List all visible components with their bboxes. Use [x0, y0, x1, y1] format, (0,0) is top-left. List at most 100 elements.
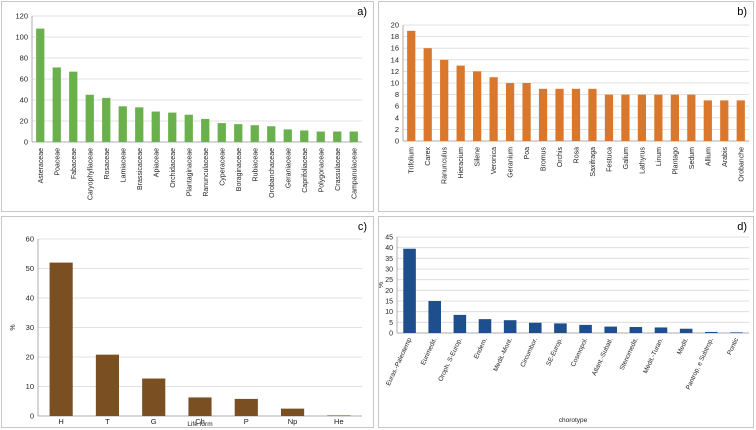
bar-campanulaceae — [349, 131, 358, 142]
x-tick-label: Orobanchaceae — [269, 148, 276, 198]
bar-g — [142, 378, 166, 416]
y-tick-label: 12 — [391, 67, 399, 76]
x-axis-title: Life form — [187, 421, 212, 428]
chart-c-svg: 0 10 20 30 40 50 60 H T G Ch P Np He Life form% — [10, 235, 362, 428]
x-tick-label: Eurimedit. — [420, 337, 439, 367]
y-tick-label: 4 — [395, 113, 399, 122]
bar-festuca — [604, 94, 614, 141]
bar-caryophyllaceae — [85, 94, 94, 142]
y-tick-label: 14 — [391, 55, 399, 64]
x-tick-label: Linum — [656, 147, 663, 166]
y-axis-title: % — [10, 324, 17, 330]
x-tick-label: Atlant.-Subatl. — [591, 337, 615, 377]
bar-se-europ- — [554, 323, 567, 333]
x-tick-label: Pontic — [726, 336, 740, 356]
bar-np — [281, 408, 305, 416]
y-tick-label: 20 — [20, 117, 28, 126]
y-tick-label: 10 — [391, 79, 399, 88]
y-tick-label: 80 — [20, 54, 28, 63]
chart-panel-b: 0 2 4 6 8 10 12 14 16 18 20 Trifolium Carex Ranunculu… — [378, 1, 754, 212]
x-tick-label: Lamiaceae — [120, 148, 127, 182]
y-tick-label: 40 — [26, 294, 34, 303]
bar-orchidaceae — [168, 112, 177, 142]
x-tick-label: Bromus — [541, 147, 548, 172]
x-tick-label: Arabis — [722, 147, 729, 167]
bar-saxifraga — [588, 88, 597, 141]
x-tick-label: Apiaceae — [153, 148, 160, 177]
bar-pantrop-e-subtrop- — [705, 331, 718, 333]
y-tick-label: 20 — [26, 353, 34, 362]
bar-endem- — [478, 319, 492, 333]
x-tick-label: Trifolium — [409, 147, 416, 174]
x-tick-label: He — [334, 417, 344, 426]
x-tick-label: Carex — [425, 147, 432, 166]
x-tick-label: Polygonaceae — [318, 148, 325, 192]
bar-rosa — [571, 88, 581, 141]
bar-galium — [621, 94, 630, 141]
y-tick-label: 16 — [391, 44, 399, 53]
x-tick-label: Asteraceae — [38, 148, 45, 184]
x-tick-label: Ranunculus — [442, 147, 449, 184]
x-tick-label: Stenomedit. — [619, 337, 640, 372]
x-tick-label: Ranunculaceae — [203, 148, 210, 197]
y-tick-label: 120 — [15, 12, 28, 21]
y-tick-label: 2 — [395, 125, 399, 134]
bar-he — [327, 415, 351, 416]
bar-veronica — [489, 77, 498, 141]
bar-oroph-s-europ- — [453, 314, 467, 333]
x-tick-label: Galium — [623, 147, 630, 169]
bar-ch — [188, 397, 212, 416]
x-tick-label: Caprifoliaceae — [302, 148, 309, 193]
y-tick-label: 100 — [15, 33, 28, 42]
x-tick-label: Plantaginaceae — [186, 148, 193, 196]
x-tick-label: P — [244, 417, 249, 426]
bar-p — [234, 398, 258, 416]
x-tick-label: Orchidaceae — [170, 148, 177, 188]
y-tick-label: 20 — [391, 21, 399, 30]
bar-apiaceae — [151, 111, 160, 142]
x-tick-label: Orobanche — [738, 147, 745, 182]
bar-hieracium — [456, 65, 465, 141]
x-tick-label: Cosmopol. — [570, 337, 590, 368]
bar-cosmopol- — [579, 324, 592, 333]
y-tick-label: 10 — [26, 382, 34, 391]
x-tick-label: Caryophyllaceae — [87, 148, 94, 200]
y-tick-label: 8 — [395, 90, 399, 99]
panel-label-d: d) — [737, 221, 747, 233]
x-tick-label: Silene — [475, 147, 482, 167]
bar-brassicaceae — [135, 107, 144, 142]
bar-poa — [522, 83, 531, 141]
bar-atlant-subatl- — [604, 326, 617, 333]
y-tick-label: 50 — [26, 264, 34, 273]
y-tick-label: 0 — [30, 412, 34, 421]
bar-orobanchaceae — [267, 126, 276, 142]
y-tick-label: 25 — [385, 277, 393, 284]
x-tick-label: Poaceae — [54, 148, 61, 176]
y-tick-label: 10 — [385, 309, 393, 316]
y-tick-label: 60 — [26, 235, 34, 244]
x-tick-label: Fabaceae — [71, 148, 78, 179]
bar-lathyrus — [637, 94, 647, 141]
bar-cyperaceae — [217, 123, 226, 142]
bar-caprifoliaceae — [300, 130, 309, 142]
bar-ranunculaceae — [201, 118, 210, 142]
y-axis-title: % — [379, 282, 385, 288]
y-tick-label: 35 — [385, 256, 393, 263]
bar-boraginaceae — [234, 124, 243, 142]
panel-label-a: a) — [357, 6, 367, 18]
x-tick-label: Pantrop. e Subtrop. — [685, 337, 715, 391]
x-tick-label: Crassulaceae — [335, 148, 342, 191]
bar-polygonaceae — [316, 131, 325, 142]
bar-fabaceae — [69, 71, 78, 142]
x-tick-label: Geranium — [508, 147, 515, 178]
bar-eurimedit- — [428, 301, 441, 333]
chart-d-svg: 0 5 10 15 20 25 30 35 40 45 Euras.-Paleotemp Eurime… — [379, 235, 749, 424]
y-tick-label: 0 — [389, 331, 393, 338]
bar-plantago — [670, 94, 679, 141]
x-tick-label: Euras.-Paleotemp — [385, 337, 413, 387]
x-tick-label: Veronica — [491, 147, 498, 174]
x-tick-label: Poa — [524, 147, 531, 160]
x-tick-label: Festuca — [606, 147, 613, 172]
bar-pontic — [730, 332, 743, 333]
y-tick-label: 0 — [395, 137, 399, 146]
